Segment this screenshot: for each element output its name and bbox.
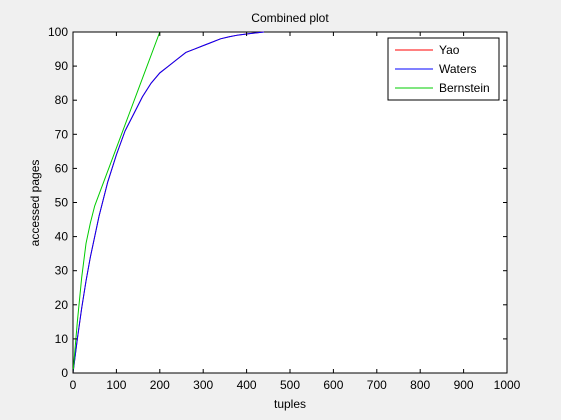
y-tick-label: 80 <box>55 93 69 107</box>
y-tick-label: 100 <box>48 25 68 39</box>
x-tick-label: 400 <box>237 378 257 392</box>
legend-label-bernstein: Bernstein <box>439 81 490 95</box>
x-tick-label: 700 <box>367 378 387 392</box>
y-tick-label: 10 <box>55 332 69 346</box>
x-axis: 0 100 200 300 400 500 600 700 800 900 1000 <box>70 32 521 392</box>
y-tick-label: 30 <box>55 264 69 278</box>
x-tick-label: 0 <box>70 378 77 392</box>
y-tick-label: 90 <box>55 59 69 73</box>
x-tick-label: 100 <box>106 378 126 392</box>
y-axis-label: accessed pages <box>28 160 42 247</box>
series-layer <box>72 31 265 374</box>
x-tick-label: 800 <box>410 378 430 392</box>
y-tick-label: 70 <box>55 127 69 141</box>
legend-label-waters: Waters <box>439 62 477 76</box>
legend-label-yao: Yao <box>439 43 460 57</box>
series-line-waters <box>72 31 265 374</box>
x-axis-label: tuples <box>274 397 306 411</box>
x-tick-label: 200 <box>150 378 170 392</box>
x-tick-label: 900 <box>454 378 474 392</box>
y-tick-label: 60 <box>55 161 69 175</box>
x-tick-label: 300 <box>193 378 213 392</box>
y-tick-label: 0 <box>61 366 68 380</box>
x-tick-label: 600 <box>323 378 343 392</box>
y-tick-label: 40 <box>55 230 69 244</box>
y-tick-label: 20 <box>55 298 69 312</box>
y-tick-label: 50 <box>55 196 69 210</box>
legend: Yao Waters Bernstein <box>387 37 500 101</box>
x-tick-label: 1000 <box>494 378 521 392</box>
chart-title: Combined plot <box>251 11 329 25</box>
x-tick-label: 500 <box>280 378 300 392</box>
y-axis: 0 10 20 30 40 50 60 70 80 90 100 <box>48 25 507 380</box>
series-line-bernstein <box>72 31 161 374</box>
